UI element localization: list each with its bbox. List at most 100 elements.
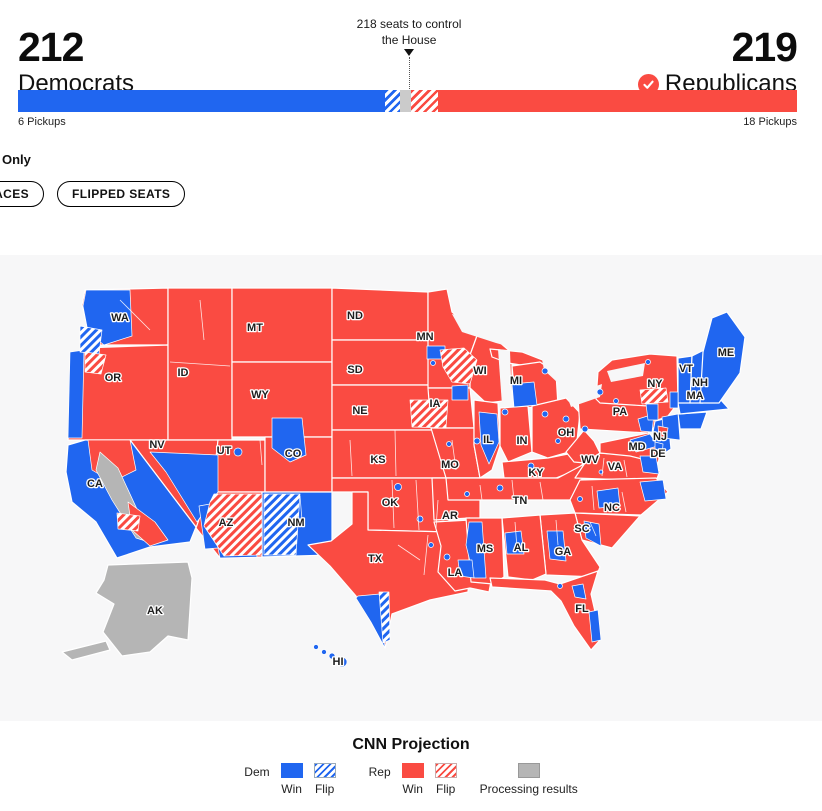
- state-SD: [331, 339, 431, 386]
- state-label-wa: WA: [111, 312, 129, 324]
- state-label-ak: AK: [147, 605, 163, 617]
- processing-swatch: [517, 763, 540, 778]
- state-ME: [699, 311, 746, 404]
- state-label-ny: NY: [647, 378, 663, 390]
- state-label-nh: NH: [692, 377, 708, 389]
- state-label-de: DE: [650, 448, 665, 460]
- rep-win-label: Win: [402, 782, 423, 796]
- legend-rep-win: Win: [401, 763, 424, 796]
- state-label-ma: MA: [686, 390, 703, 402]
- state-label-ok: OK: [382, 497, 399, 509]
- state-label-fl: FL: [575, 603, 589, 615]
- state-label-wi: WI: [473, 365, 486, 377]
- dem-flip-swatch: [313, 763, 336, 778]
- state-label-hi: HI: [333, 656, 344, 668]
- state-label-pa: PA: [613, 406, 628, 418]
- marker-line1: 218 seats to control: [356, 17, 462, 31]
- state-label-wv: WV: [581, 454, 599, 466]
- state-KS: [331, 429, 447, 479]
- pickups-row: 6 Pickups 18 Pickups: [18, 116, 797, 128]
- state-label-or: OR: [105, 372, 122, 384]
- only-label: Only: [2, 152, 31, 167]
- state-label-mt: MT: [247, 322, 263, 334]
- state-label-nc: NC: [604, 502, 620, 514]
- state-label-nj: NJ: [653, 431, 667, 443]
- state-label-tn: TN: [513, 495, 528, 507]
- state-HI: [313, 644, 319, 650]
- state-WV: [565, 429, 601, 464]
- state-label-ms: MS: [477, 543, 494, 555]
- state-label-nv: NV: [149, 439, 165, 451]
- state-label-oh: OH: [558, 427, 575, 439]
- us-house-map[interactable]: WA OR CA NV ID MT WY UT CO AZ NM ND SD NE KS OK TX MN IA MO…: [0, 255, 822, 721]
- flip-district-patches[interactable]: [79, 325, 669, 644]
- rep-flip-label: Flip: [435, 782, 456, 796]
- state-label-vt: VT: [679, 363, 693, 375]
- rep-summary: 219 Republicans: [637, 27, 798, 98]
- seat-bar-area: 218 seats to control the House 6 Pickups…: [18, 17, 797, 128]
- legend-dem-label: Dem: [244, 765, 270, 779]
- dem-summary: 212 Democrats: [18, 27, 134, 98]
- legend-rep-label: Rep: [368, 765, 391, 779]
- flipped-seats-filter-button[interactable]: FLIPPED SEATS: [57, 181, 186, 207]
- legend-processing: Processing results: [480, 763, 578, 796]
- state-label-id: ID: [178, 367, 189, 379]
- projected-winner-check-icon: [637, 73, 659, 95]
- state-label-ky: KY: [528, 467, 544, 479]
- state-label-md: MD: [628, 441, 645, 453]
- bar-segment-rep-win: [437, 90, 797, 112]
- filter-buttons-row: RACES FLIPPED SEATS: [0, 181, 186, 207]
- state-label-al: AL: [514, 542, 529, 554]
- state-label-mn: MN: [416, 331, 433, 343]
- state-GA: [539, 512, 601, 578]
- state-label-la: LA: [448, 567, 463, 579]
- legend-title: CNN Projection: [352, 736, 470, 753]
- state-label-ut: UT: [217, 445, 232, 457]
- processing-label: Processing results: [479, 782, 578, 796]
- state-label-ia: IA: [430, 398, 441, 410]
- marker-arrow-icon: [404, 49, 415, 56]
- rep-win-swatch: [401, 763, 424, 778]
- rep-flip-swatch: [434, 763, 457, 778]
- state-label-in: IN: [517, 435, 528, 447]
- legend-rep-flip: Flip: [434, 763, 457, 796]
- state-label-ca: CA: [87, 478, 103, 490]
- state-labels: WA OR CA NV ID MT WY UT CO AZ NM ND SD NE KS OK TX MN IA MO…: [86, 309, 736, 670]
- control-marker-text: 218 seats to control the House: [334, 16, 484, 48]
- dem-seat-count: 212: [18, 24, 84, 70]
- dem-win-swatch: [280, 763, 303, 778]
- dem-win-label: Win: [281, 782, 302, 796]
- bar-segment-dem-flip: [384, 90, 400, 112]
- state-label-ar: AR: [442, 510, 458, 522]
- races-filter-button[interactable]: RACES: [0, 181, 45, 207]
- dem-flip-label: Flip: [314, 782, 335, 796]
- seat-bar: [18, 90, 797, 112]
- bar-segment-undecided: [399, 90, 411, 112]
- state-label-va: VA: [608, 461, 623, 473]
- state-label-nd: ND: [347, 310, 363, 322]
- state-label-az: AZ: [219, 517, 234, 529]
- rep-pickups: 18 Pickups: [743, 116, 797, 128]
- state-label-mo: MO: [441, 459, 459, 471]
- marker-line2: the House: [381, 33, 437, 48]
- balance-of-power: 212 Democrats 219 Republicans 218 seats …: [0, 0, 822, 255]
- great-lakes: [452, 314, 645, 407]
- marker-dotted-line: [409, 57, 411, 89]
- state-label-ga: GA: [555, 546, 572, 558]
- map-legend: CNN Projection Dem Win Flip Rep Win Flip: [0, 721, 822, 811]
- state-label-ks: KS: [370, 454, 385, 466]
- legend-dem-flip: Flip: [313, 763, 336, 796]
- state-CT-RI: [677, 411, 708, 430]
- state-label-mi: MI: [510, 375, 522, 387]
- state-label-me: ME: [718, 347, 735, 359]
- legend-dem-win: Win: [280, 763, 303, 796]
- map-panel: WA OR CA NV ID MT WY UT CO AZ NM ND SD NE KS OK TX MN IA MO…: [0, 255, 822, 721]
- state-shapes[interactable]: [61, 287, 746, 668]
- state-label-nm: NM: [287, 517, 304, 529]
- legend-row: Dem Win Flip Rep Win Flip Processing res…: [0, 763, 822, 796]
- state-label-il: IL: [483, 434, 493, 446]
- state-label-tx: TX: [368, 553, 383, 565]
- state-label-co: CO: [285, 448, 302, 460]
- state-label-sc: SC: [574, 523, 589, 535]
